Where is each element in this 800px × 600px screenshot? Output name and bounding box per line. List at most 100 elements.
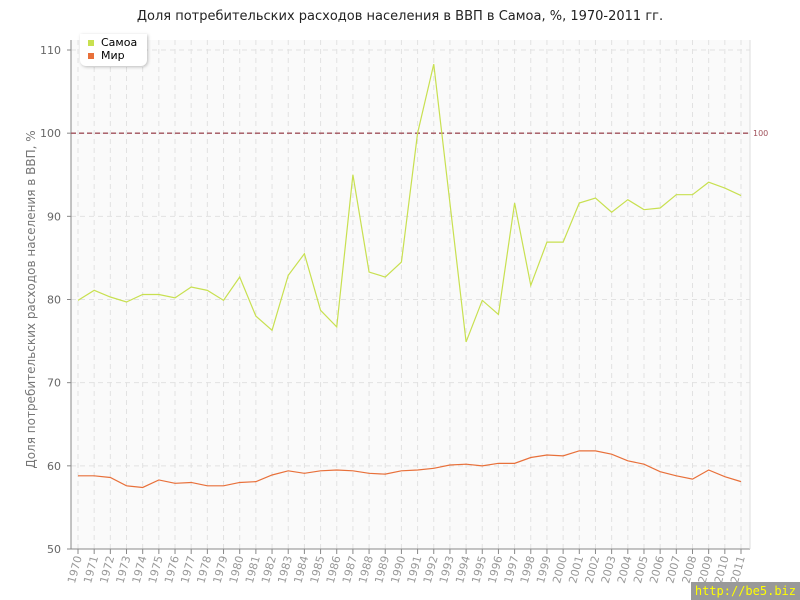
data-point: [740, 194, 743, 197]
data-point: [351, 469, 354, 472]
data-point: [109, 476, 112, 479]
legend-swatch: [88, 39, 94, 46]
data-point: [271, 473, 274, 476]
data-point: [642, 208, 645, 211]
series-line: [77, 64, 742, 343]
data-point: [287, 469, 290, 472]
data-point: [190, 481, 193, 484]
data-point: [125, 484, 128, 487]
data-point: [594, 449, 597, 452]
y-tick-label: 80: [47, 294, 61, 307]
data-point: [157, 478, 160, 481]
plot-area: [71, 40, 750, 549]
data-point: [384, 473, 387, 476]
data-point: [254, 315, 257, 318]
legend-swatch: [88, 52, 94, 59]
legend-item-world[interactable]: Мир: [88, 49, 137, 62]
data-point: [157, 293, 160, 296]
data-point: [416, 132, 419, 135]
legend: Самоа Мир: [80, 34, 148, 66]
data-point: [691, 193, 694, 196]
data-point: [562, 454, 565, 457]
data-point: [529, 284, 532, 287]
data-point: [319, 469, 322, 472]
data-point: [368, 271, 371, 274]
data-point: [254, 480, 257, 483]
data-point: [319, 309, 322, 312]
data-point: [77, 474, 80, 477]
data-point: [174, 482, 177, 485]
data-point: [740, 480, 743, 483]
data-point: [529, 456, 532, 459]
data-point: [578, 202, 581, 205]
data-point: [109, 296, 112, 299]
data-point: [578, 449, 581, 452]
data-point: [384, 276, 387, 279]
data-point: [723, 475, 726, 478]
data-point: [675, 193, 678, 196]
data-point: [707, 468, 710, 471]
data-point: [513, 202, 516, 205]
data-point: [351, 173, 354, 176]
y-tick-label: 110: [40, 44, 61, 57]
data-point: [222, 484, 225, 487]
data-point: [691, 478, 694, 481]
data-point: [125, 300, 128, 303]
data-point: [432, 467, 435, 470]
legend-item-samoa[interactable]: Самоа: [88, 36, 137, 49]
data-point: [659, 470, 662, 473]
data-point: [287, 274, 290, 277]
y-axis-title: Доля потребительских расходов населения …: [24, 130, 38, 468]
data-point: [610, 211, 613, 214]
y-tick-label: 100: [40, 127, 61, 140]
data-point: [545, 454, 548, 457]
data-point: [513, 462, 516, 465]
chart-title: Доля потребительских расходов населения …: [136, 9, 664, 24]
data-point: [400, 469, 403, 472]
data-point: [141, 293, 144, 296]
data-point: [610, 453, 613, 456]
data-point: [238, 276, 241, 279]
data-point: [190, 286, 193, 289]
data-point: [335, 468, 338, 471]
y-tick-label: 70: [47, 377, 61, 390]
series-line: [78, 450, 742, 489]
watermark[interactable]: http://be5.biz: [690, 582, 800, 600]
data-point: [303, 472, 306, 475]
data-point: [448, 202, 451, 205]
data-point: [303, 252, 306, 255]
data-point: [238, 481, 241, 484]
y-tick-label: 60: [47, 460, 61, 473]
series-world: [77, 449, 743, 489]
data-point: [335, 325, 338, 328]
y-tick-label: 50: [47, 543, 61, 556]
data-point: [271, 329, 274, 332]
data-point: [481, 299, 484, 302]
data-point: [93, 474, 96, 477]
data-point: [448, 464, 451, 467]
data-point: [206, 289, 209, 292]
legend-label: Мир: [101, 49, 125, 62]
data-point: [594, 197, 597, 200]
data-point: [77, 299, 80, 302]
data-point: [465, 463, 468, 466]
data-point: [626, 198, 629, 201]
data-point: [723, 187, 726, 190]
data-point: [174, 296, 177, 299]
reference-line-label: 100: [753, 129, 768, 138]
data-point: [400, 261, 403, 264]
data-point: [497, 462, 500, 465]
data-point: [465, 340, 468, 343]
data-point: [626, 459, 629, 462]
data-point: [659, 207, 662, 210]
data-point: [562, 241, 565, 244]
data-point: [432, 63, 435, 66]
data-point: [416, 468, 419, 471]
data-point: [642, 463, 645, 466]
y-tick-label: 90: [47, 210, 61, 223]
data-point: [545, 241, 548, 244]
data-point: [707, 181, 710, 184]
data-point: [481, 464, 484, 467]
